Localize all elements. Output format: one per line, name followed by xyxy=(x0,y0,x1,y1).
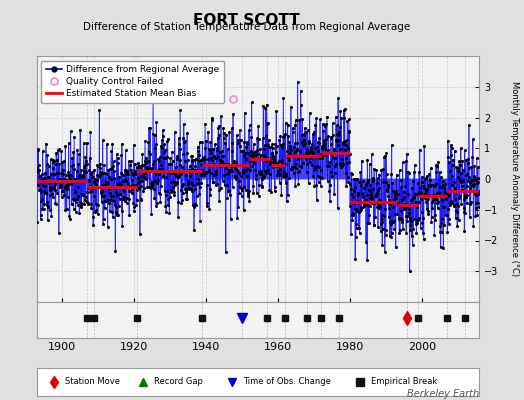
Text: 1960: 1960 xyxy=(264,342,292,352)
Text: Difference of Station Temperature Data from Regional Average: Difference of Station Temperature Data f… xyxy=(83,22,410,32)
Text: 1920: 1920 xyxy=(120,342,148,352)
Text: Time of Obs. Change: Time of Obs. Change xyxy=(243,378,331,386)
Y-axis label: Monthly Temperature Anomaly Difference (°C): Monthly Temperature Anomaly Difference (… xyxy=(510,82,519,276)
Text: 1900: 1900 xyxy=(48,342,76,352)
Text: Empirical Break: Empirical Break xyxy=(371,378,437,386)
Text: Record Gap: Record Gap xyxy=(154,378,203,386)
Text: 1980: 1980 xyxy=(336,342,364,352)
Text: 2000: 2000 xyxy=(408,342,436,352)
Text: Station Move: Station Move xyxy=(66,378,121,386)
Text: Berkeley Earth: Berkeley Earth xyxy=(407,389,479,399)
Legend: Difference from Regional Average, Quality Control Failed, Estimated Station Mean: Difference from Regional Average, Qualit… xyxy=(41,60,224,103)
Text: FORT SCOTT: FORT SCOTT xyxy=(193,13,300,28)
Text: 1940: 1940 xyxy=(192,342,220,352)
